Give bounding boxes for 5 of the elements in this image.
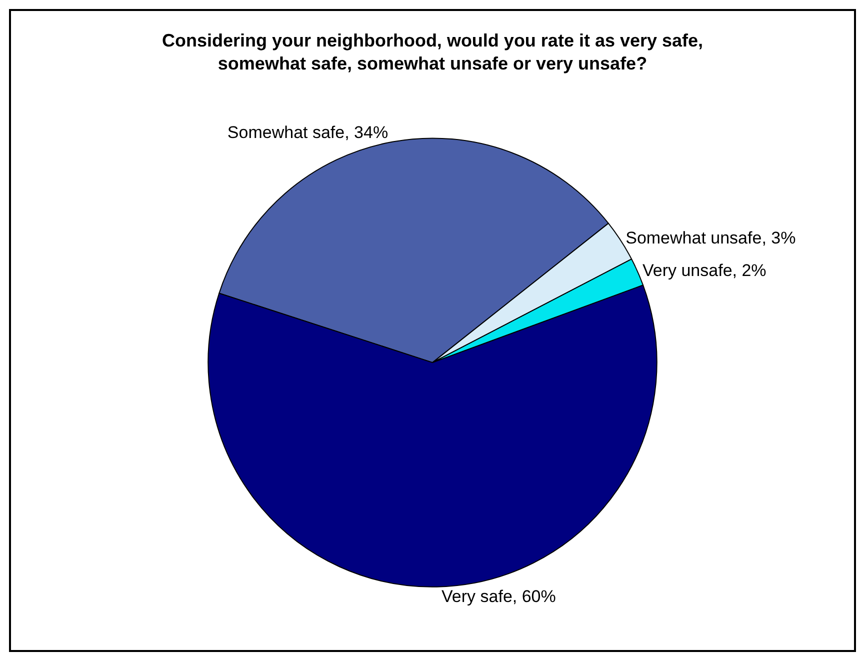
slice-label: Somewhat safe, 34%	[227, 123, 388, 142]
slice-label: Very unsafe, 2%	[642, 260, 766, 280]
slice-label: Very safe, 60%	[442, 586, 556, 606]
slice-label: Somewhat unsafe, 3%	[626, 228, 796, 248]
chart-title: Considering your neighborhood, would you rate it as very safe, somewhat safe, somewhat unsafe or very unsafe?	[162, 30, 704, 74]
